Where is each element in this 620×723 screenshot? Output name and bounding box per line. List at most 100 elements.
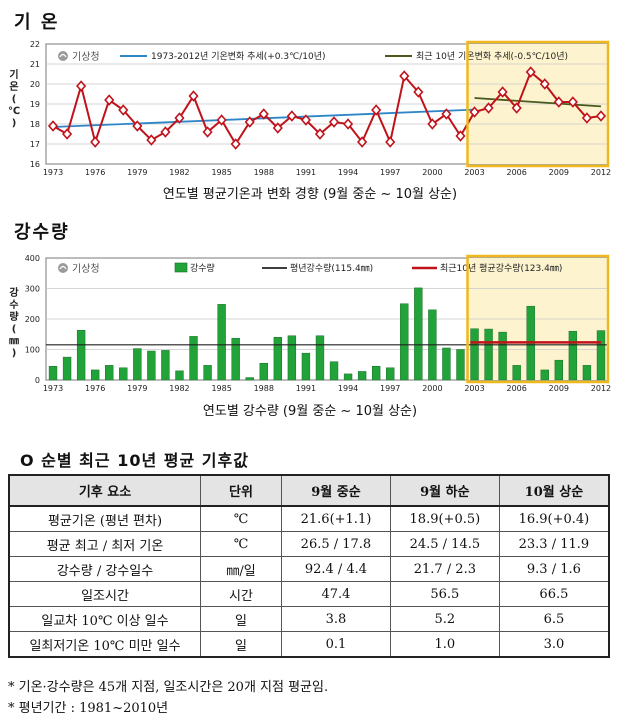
y-tick-label: 300: [25, 285, 40, 294]
legend-trend-long-label: 1973-2012년 기온변화 추세(+0.3℃/10년): [151, 51, 326, 62]
x-tick-label: 2000: [422, 384, 442, 393]
x-tick-label: 1988: [254, 168, 274, 177]
precipitation-bar: [301, 352, 311, 381]
precipitation-bar: [259, 362, 268, 381]
temperature-point: [413, 86, 424, 98]
y-tick-label: 0: [35, 376, 40, 385]
y-axis-label-char: 수: [9, 299, 18, 311]
y-tick-label: 400: [25, 254, 40, 263]
temperature-point: [328, 116, 340, 128]
y-axis-label-char: 량: [9, 311, 19, 323]
x-tick-label: 1991: [296, 168, 316, 177]
table-cell: 강수량 / 강수일수: [8, 556, 201, 582]
table-row: 일최저기온 10℃ 미만 일수 일 0.1 1.0 3.0: [8, 631, 610, 658]
table-cell: 26.5 / 17.8: [281, 531, 391, 557]
precipitation-bar: [273, 337, 283, 381]
x-tick-label: 1997: [380, 384, 400, 393]
precipitation-bar: [105, 365, 114, 381]
precipitation-bar: [400, 303, 409, 381]
temperature-point: [76, 80, 87, 92]
x-tick-label: 1973: [43, 168, 63, 177]
table-cell: 16.9(+0.4): [498, 505, 610, 532]
y-axis-label-char: ℃: [8, 106, 20, 117]
table-cell: 시간: [200, 581, 282, 607]
x-tick-label: 2012: [591, 168, 611, 177]
table-cell: 일: [200, 606, 282, 632]
precipitation-bar: [456, 349, 465, 381]
precipitation-bar: [540, 369, 549, 381]
temperature-point: [357, 136, 368, 148]
table-cell: 3.0: [498, 631, 610, 658]
x-tick-label: 2009: [549, 168, 569, 177]
temperature-point: [188, 90, 199, 102]
table-cell: 5.2: [389, 606, 500, 632]
temperature-point: [441, 108, 452, 120]
temperature-point: [483, 102, 494, 114]
precipitation-chart-caption: 연도별 강수량 (9월 중순 ~ 10월 상순): [202, 404, 418, 419]
precipitation-bar: [470, 328, 479, 381]
x-tick-label: 1991: [296, 384, 316, 393]
table-cell: 92.4 / 4.4: [281, 556, 391, 582]
temperature-point: [469, 106, 480, 118]
temperature-point: [300, 114, 311, 126]
temperature-point: [511, 102, 522, 114]
y-axis-label-char: (: [12, 324, 17, 335]
table-cell: ℃: [200, 531, 282, 557]
x-tick-label: 1985: [211, 168, 231, 177]
temperature-point: [104, 94, 115, 106]
temperature-point: [160, 126, 171, 138]
x-tick-label: 1994: [338, 168, 358, 177]
footnotes: * 기온·강수량은 45개 지점, 일조시간은 20개 지점 평균임. * 평년…: [8, 677, 328, 719]
precipitation-bar: [90, 369, 100, 381]
climate-table-title: O 순별 최근 10년 평균 기후값: [20, 451, 249, 470]
recent-decade-frame: [466, 40, 610, 168]
table-cell: 6.5: [498, 606, 610, 632]
temperature-point: [385, 136, 396, 148]
precipitation-bar: [245, 377, 254, 381]
precipitation-bar: [189, 336, 198, 381]
precipitation-bar: [217, 304, 226, 381]
y-axis-label-char: ㎜: [9, 336, 19, 347]
precipitation-bar: [582, 365, 592, 381]
precipitation-bar: [76, 330, 86, 381]
kma-logo-icon: [58, 263, 68, 273]
table-row: 일조시간 시간 47.4 56.5 66.5: [8, 581, 610, 607]
temperature-point: [567, 96, 578, 108]
table-row: 평균기온 (평년 편차) ℃ 21.6(+1.1) 18.9(+0.5) 16.9(+0…: [8, 505, 610, 532]
x-tick-label: 1997: [380, 168, 400, 177]
x-tick-label: 2006: [506, 168, 526, 177]
temperature-point: [314, 128, 326, 140]
precipitation-bar: [62, 356, 72, 381]
x-tick-label: 1982: [169, 384, 189, 393]
table-cell: 47.4: [281, 581, 391, 607]
footnote: * 기온·강수량은 45개 지점, 일조시간은 20개 지점 평균임.: [8, 680, 329, 695]
table-cell: 3.8: [281, 606, 391, 632]
temperature-point: [174, 112, 185, 124]
x-tick-label: 2012: [591, 384, 611, 393]
precipitation-bar: [371, 366, 381, 381]
temperature-point: [539, 78, 550, 90]
source-label: 기상청: [72, 51, 100, 63]
y-axis-label-char: 강: [9, 286, 19, 299]
table-cell: 일최저기온 10℃ 미만 일수: [8, 631, 201, 658]
table-cell: 1.0: [389, 631, 500, 658]
temperature-point: [230, 138, 241, 150]
table-cell: 일: [200, 631, 282, 658]
temperature-point: [62, 128, 73, 140]
precipitation-bar: [147, 350, 156, 381]
footnote: * 평년기간 : 1981~2010년: [8, 701, 169, 716]
x-tick-label: 2003: [464, 384, 484, 393]
table-cell: 18.9(+0.5): [389, 505, 500, 532]
temperature-point: [553, 96, 564, 108]
temperature-point: [399, 70, 410, 82]
x-tick-label: 1985: [211, 384, 231, 393]
x-tick-label: 1976: [85, 384, 105, 393]
x-tick-label: 1979: [127, 384, 147, 393]
precipitation-bar: [133, 348, 142, 381]
y-axis-label-char: ): [12, 118, 17, 129]
table-cell: 9.3 / 1.6: [498, 556, 610, 582]
precipitation-bar: [119, 367, 128, 381]
precipitation-bar: [231, 337, 240, 381]
temperature-point: [371, 104, 382, 116]
temperature-point: [286, 110, 297, 122]
